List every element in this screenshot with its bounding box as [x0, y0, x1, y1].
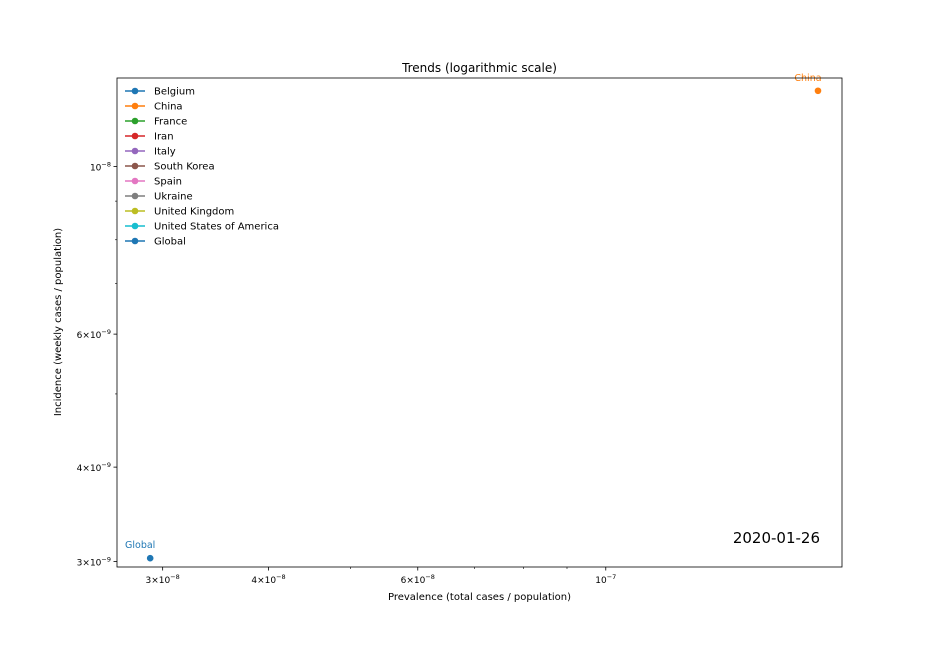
y-tick-label: 4×10−9 [77, 461, 111, 474]
y-axis-label: Incidence (weekly cases / population) [53, 228, 64, 416]
legend-label: Belgium [154, 87, 195, 98]
legend-label: Iran [154, 132, 174, 143]
legend-marker [131, 147, 139, 155]
legend-marker [131, 132, 139, 140]
x-tick-label: 4×10−8 [251, 573, 285, 586]
legend-label: Global [154, 237, 186, 248]
legend-label: Ukraine [154, 192, 193, 203]
chart-title: Trends (logarithmic scale) [401, 61, 557, 75]
legend-label: China [154, 102, 183, 113]
legend-marker [131, 162, 139, 170]
legend-marker [131, 237, 139, 245]
x-tick-label: 10−7 [595, 573, 616, 586]
data-point [146, 554, 154, 562]
legend-label: Spain [154, 177, 182, 188]
axes-frame [116, 77, 843, 568]
x-tick-label: 6×10−8 [401, 573, 435, 586]
x-tick-label: 3×10−8 [145, 573, 179, 586]
legend-marker [131, 177, 139, 185]
legend-marker [131, 207, 139, 215]
legend-marker [131, 117, 139, 125]
point-label: Global [125, 540, 155, 551]
legend: Belgium China France Iran Italy South Korea Sp… [125, 87, 279, 248]
legend-marker [131, 102, 139, 110]
legend-marker [131, 87, 139, 95]
legend-label: United States of America [154, 222, 279, 233]
y-tick-label: 3×10−9 [77, 555, 111, 568]
x-axis-label: Prevalence (total cases / population) [388, 592, 571, 603]
date-annotation: 2020-01-26 [733, 529, 820, 547]
y-tick-label: 6×10−9 [77, 328, 111, 341]
legend-label: France [154, 117, 187, 128]
legend-label: United Kingdom [154, 207, 234, 218]
legend-label: South Korea [154, 162, 215, 173]
legend-marker [131, 222, 139, 230]
legend-marker [131, 192, 139, 200]
data-point [814, 87, 822, 95]
legend-label: Italy [154, 147, 176, 158]
y-tick-label: 10−8 [90, 161, 111, 174]
